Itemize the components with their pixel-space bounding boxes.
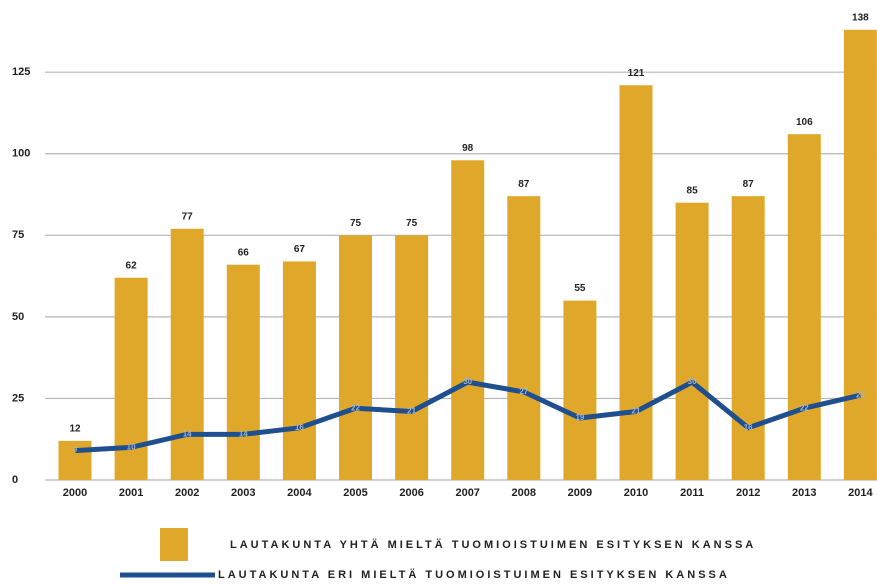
point-value-label: 19 <box>575 413 584 422</box>
bar-value-label: 85 <box>687 185 699 196</box>
bar-value-label: 121 <box>628 68 645 79</box>
bar <box>787 134 821 481</box>
point-value-label: 27 <box>519 387 528 396</box>
point-value-label: 22 <box>351 403 360 412</box>
x-tick-label: 2000 <box>63 487 87 499</box>
legend-swatch <box>160 528 188 561</box>
bar-value-label: 75 <box>350 218 362 229</box>
bar-value-label: 77 <box>182 211 194 222</box>
bar <box>843 29 877 481</box>
point-value-label: 21 <box>407 407 416 416</box>
x-tick-label: 2009 <box>568 487 592 499</box>
point-value-label: 16 <box>744 423 753 432</box>
y-tick-label: 50 <box>12 311 24 323</box>
legend-label: LAUTAKUNTA ERI MIELTÄ TUOMIOISTUIMEN ESI… <box>218 568 730 581</box>
x-tick-label: 2013 <box>792 487 816 499</box>
point-value-label: 9 <box>73 446 78 455</box>
x-tick-label: 2004 <box>287 487 312 499</box>
x-tick-label: 2002 <box>175 487 199 499</box>
x-tick-label: 2008 <box>512 487 536 499</box>
point-value-label: 30 <box>463 377 472 386</box>
x-tick-label: 2006 <box>399 487 423 499</box>
bar-value-label: 138 <box>852 12 869 23</box>
y-tick-label: 0 <box>12 474 18 486</box>
point-value-label: 14 <box>239 429 248 438</box>
point-value-label: 21 <box>632 407 641 416</box>
point-value-label: 30 <box>688 377 697 386</box>
point-value-label: 22 <box>800 403 809 412</box>
x-tick-label: 2011 <box>680 487 704 499</box>
bar-value-label: 62 <box>126 260 138 271</box>
y-tick-label: 100 <box>12 148 30 160</box>
x-tick-label: 2005 <box>343 487 367 499</box>
bar-value-label: 87 <box>518 179 530 190</box>
bar-value-label: 12 <box>69 423 81 434</box>
bar-value-label: 87 <box>743 179 755 190</box>
bar <box>675 202 709 480</box>
x-tick-label: 2012 <box>736 487 760 499</box>
x-tick-label: 2003 <box>231 487 255 499</box>
line <box>74 379 861 454</box>
bar-value-label: 98 <box>462 143 474 154</box>
point-value-label: 16 <box>295 423 304 432</box>
bar <box>170 228 204 480</box>
bar <box>226 264 260 480</box>
bar-value-label: 66 <box>238 247 250 258</box>
bar <box>339 235 372 480</box>
legend-label: LAUTAKUNTA YHTÄ MIELTÄ TUOMIOISTUIMEN ES… <box>230 538 756 551</box>
bar-value-label: 106 <box>796 117 813 128</box>
bar <box>58 440 92 480</box>
x-tick-label: 2014 <box>848 487 873 499</box>
x-tick-label: 2007 <box>455 487 479 499</box>
y-tick-label: 75 <box>12 229 24 241</box>
y-tick-label: 125 <box>12 66 30 78</box>
point-value-label: 10 <box>127 442 136 451</box>
x-tick-label: 2010 <box>624 487 648 499</box>
bar <box>731 196 765 480</box>
bar <box>563 300 597 480</box>
point-value-label: 14 <box>183 429 192 438</box>
bar <box>451 160 485 480</box>
bar <box>619 85 653 480</box>
bar <box>507 196 541 480</box>
point-value-label: 26 <box>856 390 865 399</box>
bar-value-label: 75 <box>406 218 418 229</box>
y-tick-label: 25 <box>12 392 24 404</box>
bar <box>282 261 316 480</box>
bar <box>395 235 429 480</box>
bar-value-label: 55 <box>574 283 586 294</box>
x-tick-label: 2001 <box>119 487 143 499</box>
bar-value-label: 67 <box>294 244 306 255</box>
